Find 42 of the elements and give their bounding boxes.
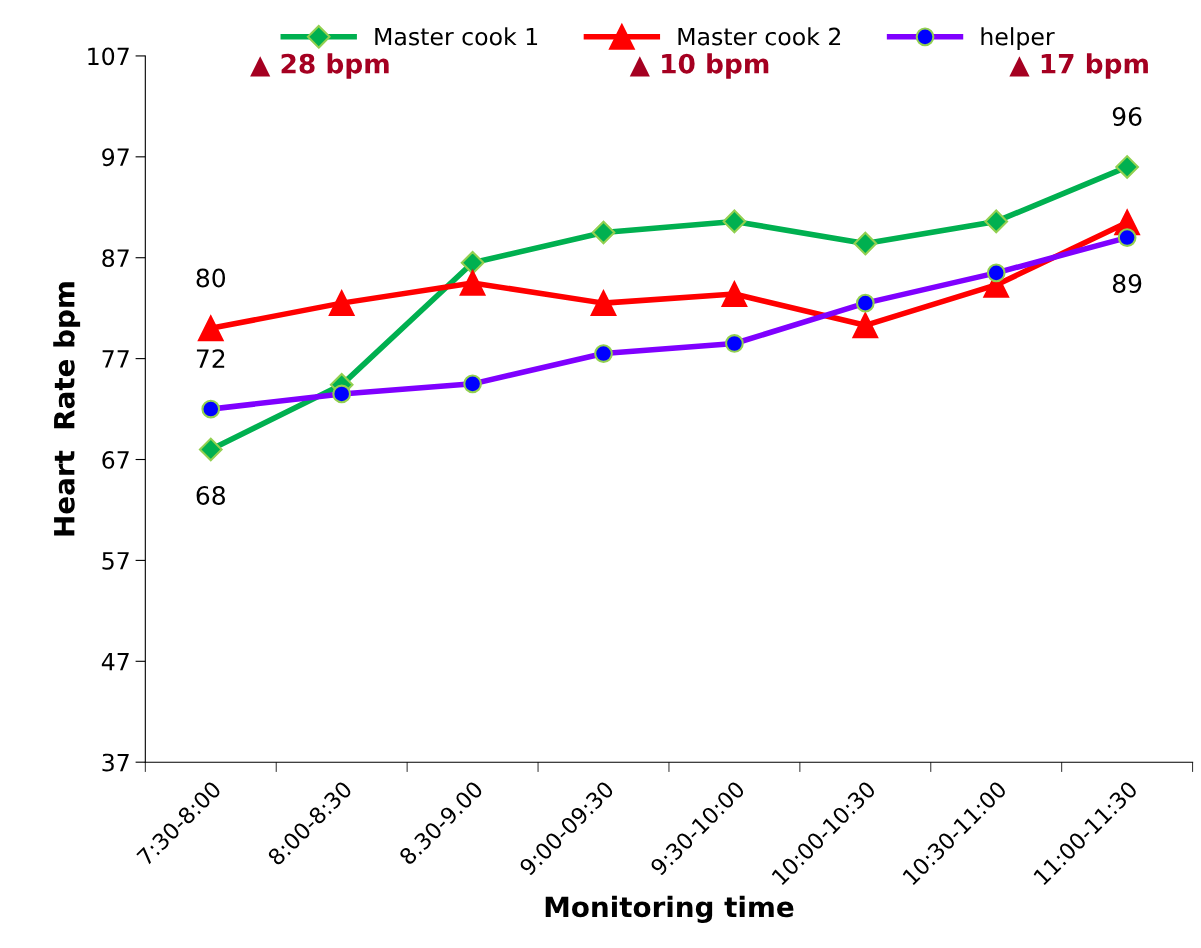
y-tick-label: 47: [101, 653, 129, 671]
point: [328, 290, 355, 316]
annotation: 80: [196, 268, 226, 288]
y-tick-label: 67: [102, 450, 129, 469]
annotation: 72: [196, 349, 225, 368]
point: [463, 374, 482, 394]
y-tick-label: 37: [102, 753, 129, 772]
annotation: ▲ 28 bpm: [250, 53, 389, 79]
point: [852, 312, 879, 339]
y-tick-label: 77: [102, 350, 129, 368]
point: [201, 399, 221, 419]
annotation: 96: [1112, 107, 1142, 126]
point: [590, 290, 617, 316]
legend-label: Master cook 2: [678, 27, 841, 46]
point: [197, 315, 224, 342]
legend-label: Master cook 1: [375, 27, 538, 46]
point: [594, 344, 613, 363]
point: [855, 293, 875, 313]
y-axis-title: Heart Rate bpm: [53, 282, 81, 536]
point: [1117, 228, 1137, 247]
point: [460, 250, 485, 275]
annotation: 68: [196, 485, 225, 505]
legend-label: helper: [981, 27, 1055, 51]
point: [721, 281, 748, 307]
x-axis-title: Monitoring time: [545, 895, 794, 923]
y-tick-label: 87: [102, 249, 129, 268]
point: [986, 263, 1006, 283]
point: [725, 334, 744, 353]
point: [332, 384, 352, 404]
point: [198, 437, 223, 462]
annotation: 89: [1112, 274, 1142, 293]
point: [853, 231, 878, 256]
point: [591, 220, 616, 245]
y-tick-label: 57: [102, 552, 129, 570]
annotation: ▲ 10 bpm: [629, 53, 769, 79]
point: [459, 270, 486, 296]
annotation: ▲ 17 bpm: [1009, 53, 1148, 79]
y-tick-label: 97: [102, 148, 129, 167]
point: [722, 209, 747, 234]
point: [1115, 155, 1139, 179]
point: [984, 209, 1009, 234]
y-tick-label: 107: [88, 47, 129, 66]
